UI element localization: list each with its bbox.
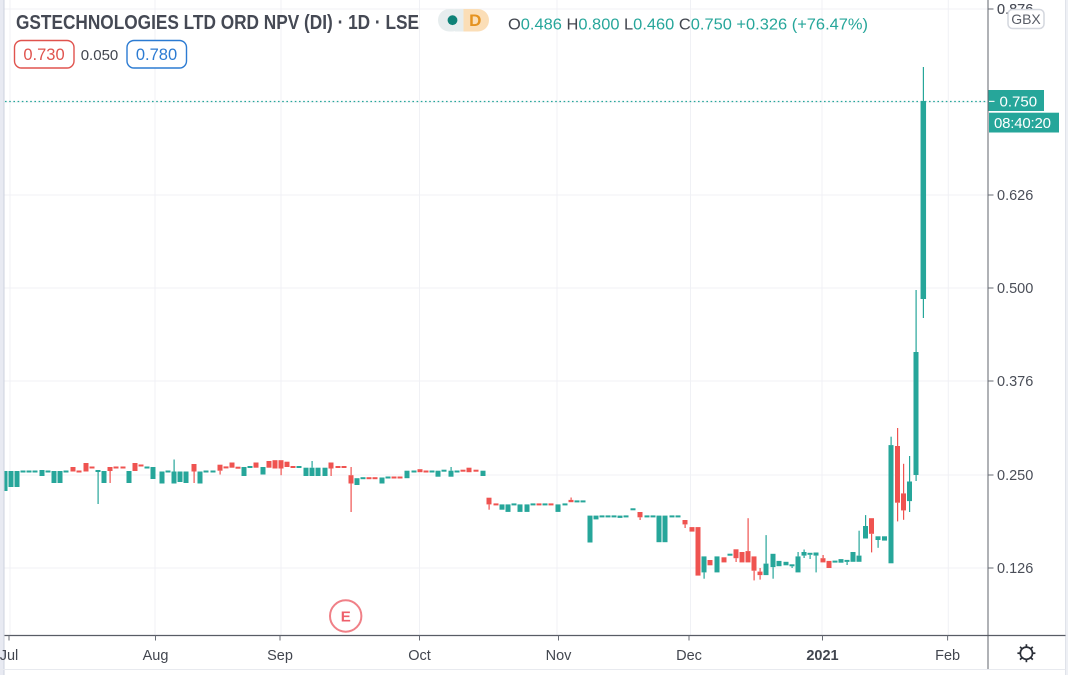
svg-text:0.500: 0.500 [997,281,1033,297]
svg-text:0.780: 0.780 [136,46,177,64]
svg-text:0.376: 0.376 [997,374,1033,390]
svg-text:2021: 2021 [806,648,838,664]
svg-text:08:40:20: 08:40:20 [994,115,1051,132]
svg-text:D: D [469,11,481,30]
svg-text:O0.486 H0.800 L0.460 C0.750 +0: O0.486 H0.800 L0.460 C0.750 +0.326 (+76.… [508,17,868,34]
svg-text:Feb: Feb [935,648,960,664]
svg-text:E: E [341,609,351,626]
svg-text:Aug: Aug [143,648,169,664]
svg-text:Dec: Dec [676,648,702,664]
svg-text:0.730: 0.730 [23,46,64,64]
svg-text:GSTECHNOLOGIES LTD ORD NPV (DI: GSTECHNOLOGIES LTD ORD NPV (DI) · 1D · L… [16,11,419,34]
svg-text:Jul: Jul [0,648,18,664]
svg-text:Nov: Nov [546,648,573,664]
svg-text:0.126: 0.126 [997,561,1033,577]
svg-text:Oct: Oct [408,648,431,664]
svg-text:Sep: Sep [267,648,293,664]
svg-text:0.626: 0.626 [997,188,1033,204]
svg-text:GBX: GBX [1011,11,1041,27]
svg-text:0.250: 0.250 [997,468,1033,484]
svg-text:0.050: 0.050 [81,47,119,64]
svg-text:0.750: 0.750 [1000,94,1038,111]
